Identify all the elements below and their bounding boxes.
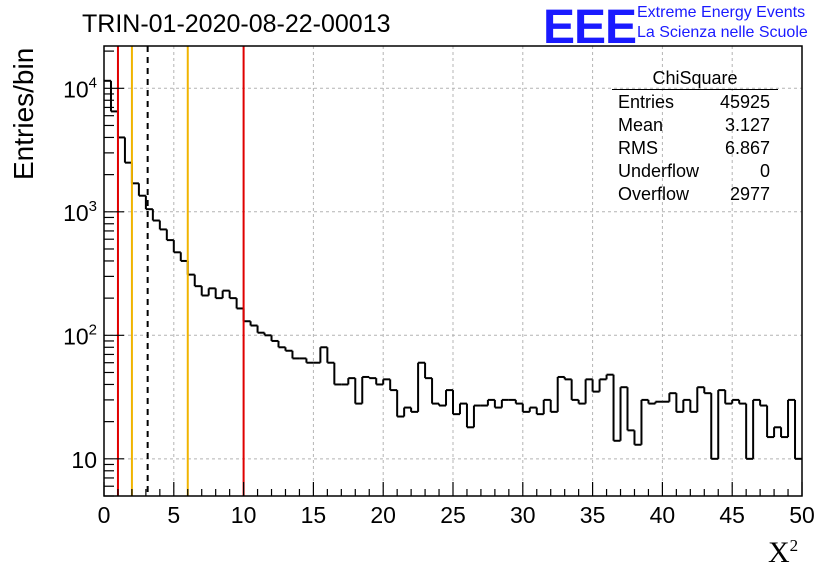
x-tick-label: 15 — [301, 502, 327, 528]
stats-box-divider — [612, 89, 778, 90]
x-tick-label: 35 — [580, 502, 606, 528]
stats-value: 45925 — [719, 92, 770, 112]
chart-title: TRIN-01-2020-08-22-00013 — [82, 10, 391, 38]
x-tick-label: 25 — [440, 502, 466, 528]
brand-line-1: Extreme Energy Events — [637, 4, 806, 21]
stats-label: Overflow — [618, 184, 690, 204]
x-tick-label: 40 — [650, 502, 676, 528]
stats-row-overflow: Overflow 2977 — [612, 183, 778, 206]
x-tick-label: 20 — [370, 502, 396, 528]
stats-value: 0 — [759, 161, 770, 181]
x-axis-label-base: X — [768, 536, 790, 569]
eee-logo: EEE — [543, 1, 637, 54]
stats-row-rms: RMS 6.867 — [612, 137, 778, 160]
stats-label: Entries — [618, 92, 675, 112]
brand-line-2: La Scienza nelle Scuole — [637, 24, 808, 41]
x-tick-label: 10 — [231, 502, 257, 528]
x-axis-label: X2 — [768, 536, 798, 570]
stats-value: 3.127 — [724, 115, 770, 135]
y-tick-label: 103 — [63, 198, 97, 226]
stats-row-entries: Entries 45925 — [612, 91, 778, 114]
stats-label: RMS — [618, 138, 658, 158]
x-tick-label: 45 — [719, 502, 745, 528]
stats-row-mean: Mean 3.127 — [612, 114, 778, 137]
stats-row-underflow: Underflow 0 — [612, 160, 778, 183]
x-axis-label-exponent: 2 — [789, 536, 799, 555]
stats-label: Underflow — [618, 161, 700, 181]
x-tick-label: 5 — [167, 502, 180, 528]
stats-box: ChiSquare Entries 45925 Mean 3.127 RMS 6… — [612, 68, 778, 206]
y-axis-label: Entries/bin — [8, 47, 39, 180]
stats-value: 2977 — [729, 184, 770, 204]
x-tick-label: 0 — [98, 502, 111, 528]
y-tick-label: 104 — [63, 74, 97, 102]
y-tick-label: 10 — [71, 447, 97, 473]
y-tick-label: 102 — [63, 321, 97, 349]
x-tick-label: 50 — [789, 502, 815, 528]
stats-value: 6.867 — [724, 138, 770, 158]
stats-label: Mean — [618, 115, 664, 135]
x-tick-label: 30 — [510, 502, 536, 528]
stats-box-name: ChiSquare — [652, 68, 738, 88]
